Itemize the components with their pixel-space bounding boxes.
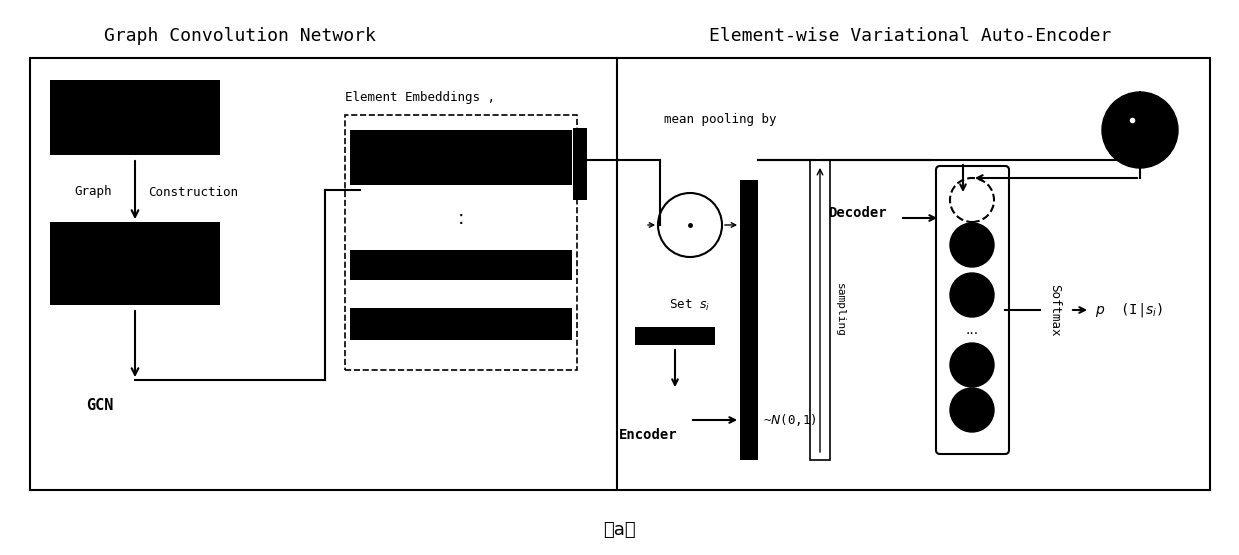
Bar [740, 180, 758, 270]
Bar [349, 308, 572, 340]
Text: GCN: GCN [87, 397, 114, 412]
Text: Element-wise Variational Auto-Encoder: Element-wise Variational Auto-Encoder [709, 27, 1111, 45]
Bar [344, 115, 577, 370]
Bar [349, 250, 572, 280]
Bar [50, 80, 221, 155]
Text: Element Embeddings ,: Element Embeddings , [344, 90, 496, 103]
Text: ~$\mathit{N}$(0,1): ~$\mathit{N}$(0,1) [763, 412, 817, 428]
Circle shape [950, 223, 994, 267]
Text: mean pooling by: mean pooling by [664, 114, 777, 127]
Bar [50, 222, 221, 305]
Bar [30, 58, 1211, 490]
Text: Set $\mathit{s}_i$: Set $\mathit{s}_i$ [669, 297, 710, 312]
Circle shape [950, 178, 994, 222]
Text: Decoder: Decoder [828, 206, 886, 220]
Circle shape [950, 388, 994, 432]
Text: Graph Convolution Network: Graph Convolution Network [104, 27, 375, 45]
Bar [636, 327, 715, 345]
FancyBboxPatch shape [935, 166, 1009, 454]
Text: ...: ... [965, 323, 979, 337]
Text: （a）: （a） [602, 521, 636, 539]
Text: Construction: Construction [147, 185, 238, 199]
Circle shape [1101, 92, 1178, 168]
Text: Encoder: Encoder [618, 428, 678, 442]
Circle shape [658, 193, 722, 257]
Text: sampling: sampling [835, 283, 845, 337]
Bar [810, 160, 830, 460]
Text: Graph: Graph [74, 185, 112, 199]
Bar [740, 270, 758, 460]
Bar [572, 128, 587, 200]
Circle shape [950, 273, 994, 317]
Circle shape [950, 343, 994, 387]
Text: :: : [457, 209, 465, 228]
Bar [349, 130, 572, 185]
Text: Softmax: Softmax [1048, 284, 1062, 336]
Text: $p$  (I|$s_i$): $p$ (I|$s_i$) [1095, 301, 1163, 319]
